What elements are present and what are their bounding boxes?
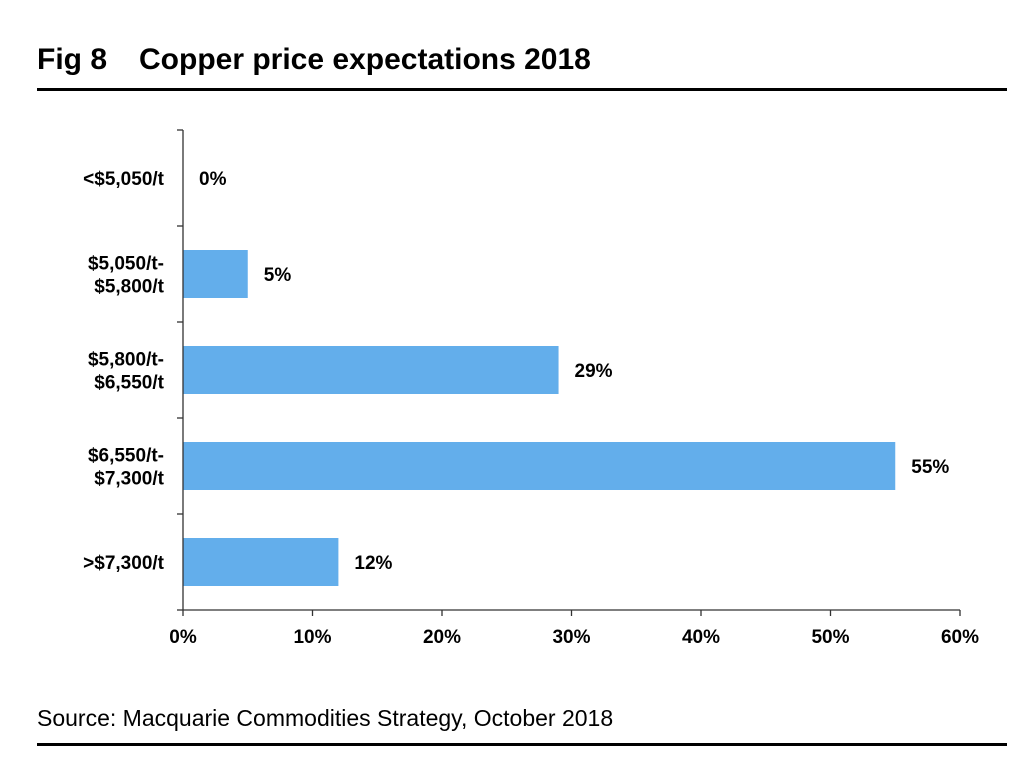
x-tick-label: 40% xyxy=(682,627,720,648)
x-tick-label: 50% xyxy=(811,627,849,648)
source-note: Source: Macquarie Commodities Strategy, … xyxy=(37,705,614,731)
figure-number: Fig 8 xyxy=(37,43,108,76)
x-tick-label: 60% xyxy=(941,627,979,648)
x-tick-label: 10% xyxy=(293,627,331,648)
category-label: >$7,300/t xyxy=(83,553,164,574)
data-label: 5% xyxy=(264,265,292,286)
figure-header: Fig 8 Copper price expectations 2018 xyxy=(37,40,1007,80)
bar xyxy=(183,538,339,586)
x-tick-label: 30% xyxy=(552,627,590,648)
header-rule xyxy=(37,88,1007,91)
data-label: 0% xyxy=(199,169,227,190)
x-tick-label: 20% xyxy=(423,627,461,648)
category-label: <$5,050/t xyxy=(83,169,164,190)
bar xyxy=(183,250,248,298)
data-label: 55% xyxy=(911,457,949,478)
data-label: 12% xyxy=(354,553,392,574)
category-label: $6,550/t-$7,300/t xyxy=(88,446,165,490)
x-tick-label: 0% xyxy=(169,627,197,648)
bar xyxy=(183,442,896,490)
footer-rule xyxy=(37,743,1007,746)
category-label: $5,800/t-$6,550/t xyxy=(88,350,165,394)
data-label: 29% xyxy=(575,361,613,382)
bar xyxy=(183,346,559,394)
chart-title: Copper price expectations 2018 xyxy=(139,43,591,76)
category-label: $5,050/t-$5,800/t xyxy=(88,254,165,298)
